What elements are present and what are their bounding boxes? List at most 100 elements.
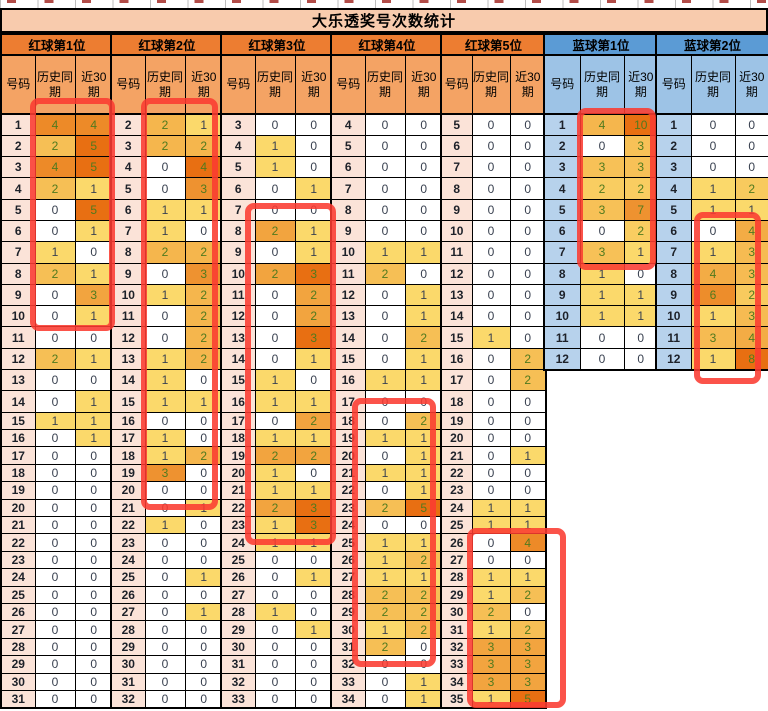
recent-count-cell[interactable]: 0 xyxy=(74,498,114,518)
number-cell[interactable]: 22 xyxy=(440,463,473,483)
recent-count-cell[interactable]: 0 xyxy=(74,620,114,639)
recent-count-cell[interactable]: 1 xyxy=(294,177,334,200)
history-count-cell[interactable]: 0 xyxy=(144,689,186,709)
history-count-cell[interactable]: 0 xyxy=(690,134,736,158)
number-cell[interactable]: 15 xyxy=(110,390,146,413)
recent-count-cell[interactable]: 1 xyxy=(509,568,547,587)
recent-count-cell[interactable]: 1 xyxy=(184,498,224,518)
number-cell[interactable]: 10 xyxy=(655,305,692,328)
number-cell[interactable]: 21 xyxy=(220,481,256,500)
history-count-cell[interactable]: 1 xyxy=(34,241,76,264)
recent-count-cell[interactable]: 0 xyxy=(509,305,547,328)
history-count-cell[interactable]: 0 xyxy=(579,326,625,349)
col-header-history[interactable]: 历史同期 xyxy=(144,54,186,115)
history-count-cell[interactable]: 1 xyxy=(579,305,625,328)
number-cell[interactable]: 11 xyxy=(655,326,692,349)
recent-count-cell[interactable]: 2 xyxy=(623,219,659,243)
history-count-cell[interactable]: 0 xyxy=(364,198,406,221)
history-count-cell[interactable]: 0 xyxy=(144,326,186,349)
col-header-recent[interactable]: 近30期 xyxy=(509,54,547,115)
recent-count-cell[interactable]: 1 xyxy=(294,568,334,587)
number-cell[interactable]: 5 xyxy=(0,198,36,221)
recent-count-cell[interactable]: 0 xyxy=(509,390,547,413)
history-count-cell[interactable]: 0 xyxy=(34,429,76,448)
recent-count-cell[interactable]: 2 xyxy=(404,585,444,604)
recent-count-cell[interactable]: 0 xyxy=(404,515,444,535)
recent-count-cell[interactable]: 2 xyxy=(294,411,334,431)
recent-count-cell[interactable]: 1 xyxy=(404,347,444,371)
recent-count-cell[interactable]: 5 xyxy=(74,134,114,158)
history-count-cell[interactable]: 2 xyxy=(364,637,406,657)
recent-count-cell[interactable]: 0 xyxy=(74,602,114,622)
history-count-cell[interactable]: 1 xyxy=(364,568,406,587)
recent-count-cell[interactable]: 4 xyxy=(74,113,114,136)
number-cell[interactable]: 3 xyxy=(110,134,146,158)
history-count-cell[interactable]: 0 xyxy=(254,113,296,136)
number-cell[interactable]: 21 xyxy=(110,498,146,518)
recent-count-cell[interactable]: 3 xyxy=(184,177,224,200)
number-cell[interactable]: 27 xyxy=(330,568,366,587)
group-label-red-pos-3[interactable]: 红球第3位 xyxy=(220,33,334,56)
group-label-blue-pos-1[interactable]: 蓝球第1位 xyxy=(543,33,659,56)
recent-count-cell[interactable]: 0 xyxy=(74,446,114,465)
number-cell[interactable]: 6 xyxy=(0,219,36,243)
recent-count-cell[interactable]: 1 xyxy=(74,177,114,200)
history-count-cell[interactable]: 1 xyxy=(471,498,511,518)
number-cell[interactable]: 32 xyxy=(220,672,256,691)
history-count-cell[interactable]: 0 xyxy=(364,156,406,179)
number-cell[interactable]: 6 xyxy=(543,219,581,243)
number-cell[interactable]: 13 xyxy=(330,305,366,328)
recent-count-cell[interactable]: 1 xyxy=(294,620,334,639)
number-cell[interactable]: 6 xyxy=(220,177,256,200)
number-cell[interactable]: 14 xyxy=(330,326,366,349)
number-cell[interactable]: 19 xyxy=(330,429,366,448)
recent-count-cell[interactable]: 1 xyxy=(404,369,444,392)
history-count-cell[interactable]: 0 xyxy=(34,602,76,622)
history-count-cell[interactable]: 0 xyxy=(254,689,296,709)
number-cell[interactable]: 19 xyxy=(0,481,36,500)
number-cell[interactable]: 18 xyxy=(330,411,366,431)
number-cell[interactable]: 33 xyxy=(330,672,366,691)
history-count-cell[interactable]: 0 xyxy=(144,411,186,431)
number-cell[interactable]: 31 xyxy=(0,689,36,709)
history-count-cell[interactable]: 0 xyxy=(144,637,186,657)
history-count-cell[interactable]: 0 xyxy=(579,134,625,158)
history-count-cell[interactable]: 1 xyxy=(364,429,406,448)
recent-count-cell[interactable]: 2 xyxy=(623,177,659,200)
recent-count-cell[interactable]: 0 xyxy=(184,481,224,500)
recent-count-cell[interactable]: 0 xyxy=(74,533,114,552)
recent-count-cell[interactable]: 0 xyxy=(184,689,224,709)
history-count-cell[interactable]: 0 xyxy=(471,198,511,221)
col-header-history[interactable]: 历史同期 xyxy=(471,54,511,115)
recent-count-cell[interactable]: 0 xyxy=(74,515,114,535)
recent-count-cell[interactable]: 2 xyxy=(184,305,224,328)
number-cell[interactable]: 5 xyxy=(655,198,692,221)
history-count-cell[interactable]: 0 xyxy=(579,347,625,371)
recent-count-cell[interactable]: 1 xyxy=(623,305,659,328)
history-count-cell[interactable]: 0 xyxy=(34,198,76,221)
recent-count-cell[interactable]: 0 xyxy=(294,369,334,392)
history-count-cell[interactable]: 2 xyxy=(34,347,76,371)
history-count-cell[interactable]: 0 xyxy=(471,241,511,264)
recent-count-cell[interactable]: 0 xyxy=(294,689,334,709)
number-cell[interactable]: 8 xyxy=(0,262,36,285)
recent-count-cell[interactable]: 1 xyxy=(74,219,114,243)
recent-count-cell[interactable]: 1 xyxy=(404,241,444,264)
history-count-cell[interactable]: 0 xyxy=(144,262,186,285)
number-cell[interactable]: 7 xyxy=(110,219,146,243)
number-cell[interactable]: 16 xyxy=(220,390,256,413)
history-count-cell[interactable]: 1 xyxy=(690,241,736,264)
number-cell[interactable]: 21 xyxy=(330,463,366,483)
group-label-red-pos-2[interactable]: 红球第2位 xyxy=(110,33,224,56)
number-cell[interactable]: 31 xyxy=(440,620,473,639)
history-count-cell[interactable]: 1 xyxy=(144,198,186,221)
recent-count-cell[interactable]: 0 xyxy=(509,219,547,243)
history-count-cell[interactable]: 1 xyxy=(254,463,296,483)
history-count-cell[interactable]: 0 xyxy=(34,515,76,535)
number-cell[interactable]: 18 xyxy=(0,463,36,483)
number-cell[interactable]: 26 xyxy=(0,602,36,622)
history-count-cell[interactable]: 0 xyxy=(364,177,406,200)
history-count-cell[interactable]: 0 xyxy=(471,262,511,285)
number-cell[interactable]: 30 xyxy=(440,602,473,622)
recent-count-cell[interactable]: 2 xyxy=(404,550,444,570)
